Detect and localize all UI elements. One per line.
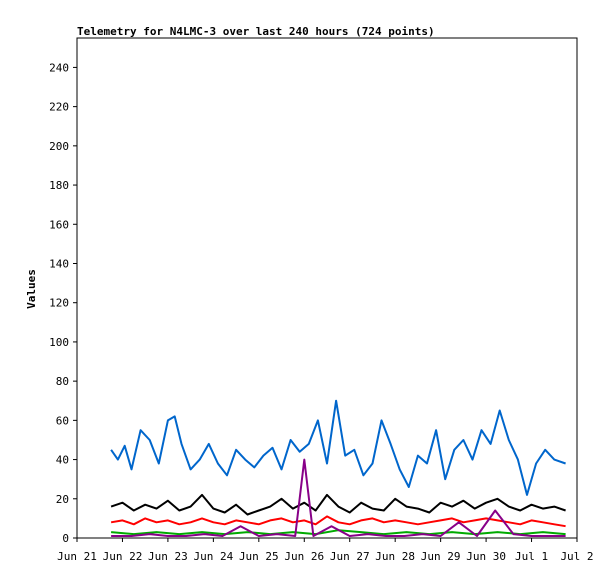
series-layer	[110, 399, 566, 537]
y-axis-label: Values	[25, 269, 38, 309]
x-tick-label: Jun 21	[57, 550, 97, 563]
plot-frame	[76, 37, 578, 539]
x-tick-label: Jun 29	[421, 550, 461, 563]
y-tick-label: 80	[56, 375, 69, 388]
x-tick-label: Jun 22	[103, 550, 143, 563]
y-tick-label: 140	[49, 257, 69, 270]
x-tick-label: Jun 27	[330, 550, 370, 563]
series-line-2	[110, 493, 566, 516]
x-tick-label: Jul 1	[515, 550, 548, 563]
y-tick-label: 60	[56, 414, 69, 427]
x-tick-label: Jun 24	[193, 550, 233, 563]
y-tick-label: 40	[56, 454, 69, 467]
y-tick-label: 120	[49, 297, 69, 310]
series-line-3	[110, 515, 566, 528]
y-tick-label: 220	[49, 101, 69, 114]
x-tick-label: Jun 23	[148, 550, 188, 563]
x-tick-label: Jun 25	[239, 550, 279, 563]
series-line-1	[110, 399, 566, 496]
y-tick-label: 20	[56, 493, 69, 506]
y-tick-label: 200	[49, 140, 69, 153]
x-tick-label: Jun 30	[466, 550, 506, 563]
y-tick-label: 0	[62, 532, 69, 545]
y-axis: 0 20 40 60 80 100 120 140 160 180 200 220 240	[49, 61, 77, 545]
x-tick-label: Jun 28	[375, 550, 415, 563]
x-axis: Jun 21 Jun 22 Jun 23 Jun 24 Jun 25 Jun 26 Jun …	[57, 538, 594, 563]
chart-title: Telemetry for N4LMC-3 over last 240 hour…	[77, 25, 435, 38]
series-line-5	[111, 458, 566, 537]
y-tick-label: 240	[49, 61, 69, 74]
y-tick-label: 160	[49, 218, 69, 231]
y-tick-label: 180	[49, 179, 69, 192]
x-tick-label: Jul 2	[560, 550, 593, 563]
x-tick-label: Jun 26	[284, 550, 324, 563]
y-tick-label: 100	[49, 336, 69, 349]
